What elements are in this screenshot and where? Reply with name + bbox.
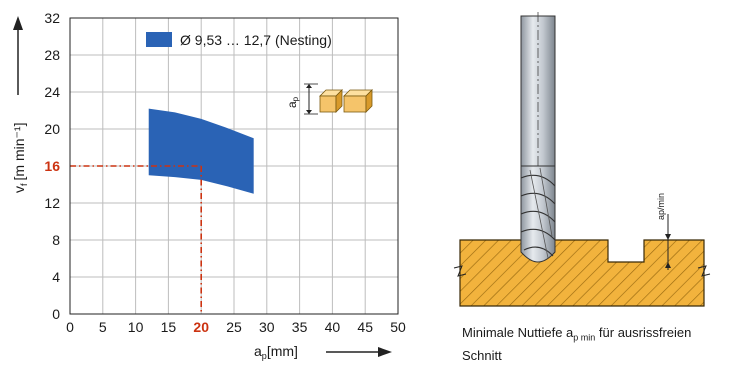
x-tick-label: 0 bbox=[66, 319, 74, 335]
legend-label: Ø 9,53 … 12,7 (Nesting) bbox=[180, 32, 332, 48]
x-tick-label: 5 bbox=[99, 319, 107, 335]
groove-diagram: ap/min bbox=[453, 12, 711, 307]
ap-min-label: ap/min bbox=[656, 193, 666, 220]
y-axis-title: vf [m min⁻¹] bbox=[11, 16, 29, 193]
y-tick-label: 28 bbox=[44, 47, 60, 63]
legend-swatch bbox=[146, 32, 172, 47]
y-axis-label-sub: f bbox=[19, 183, 29, 186]
ap-min-dimension: ap/min bbox=[656, 193, 671, 270]
caption-text: Minimale Nuttiefe a bbox=[462, 325, 574, 340]
x-tick-label: 30 bbox=[259, 319, 275, 335]
caption-sub: p min bbox=[573, 332, 596, 343]
reference-lines bbox=[70, 165, 202, 314]
router-bit bbox=[520, 12, 556, 263]
y-tick-label: 12 bbox=[44, 195, 60, 211]
caption-rest: für ausrissfreien bbox=[595, 325, 692, 340]
depth-inset-icon: ap bbox=[285, 83, 373, 115]
y-axis-unit: [m min⁻¹] bbox=[11, 123, 27, 181]
plot-frame bbox=[69, 17, 399, 315]
x-axis-unit: [mm] bbox=[267, 343, 298, 359]
y-tick-label: 0 bbox=[52, 306, 60, 322]
caption-line2: Schnitt bbox=[462, 347, 502, 363]
operating-area bbox=[148, 108, 254, 194]
svg-text:ap[mm]: ap[mm] bbox=[254, 343, 298, 361]
x-axis-label-sub: p bbox=[262, 351, 267, 361]
workpiece bbox=[459, 239, 705, 307]
break-mark-left bbox=[453, 265, 467, 277]
x-tick-label: 25 bbox=[226, 319, 242, 335]
y-tick-label: 4 bbox=[52, 269, 60, 285]
x-axis-label: a bbox=[254, 343, 262, 359]
break-mark-right bbox=[697, 265, 711, 277]
x-tick-label: 15 bbox=[161, 319, 177, 335]
x-tick-label: 20 bbox=[193, 319, 209, 335]
y-tick-labels: 0 4 8 12 16 20 24 28 32 bbox=[44, 10, 60, 322]
x-axis-title: ap[mm] bbox=[254, 343, 392, 361]
y-tick-label: 24 bbox=[44, 84, 60, 100]
x-tick-label: 35 bbox=[292, 319, 308, 335]
svg-text:vf[m min⁻¹]: vf [m min⁻¹] bbox=[11, 123, 29, 193]
feed-rate-chart: 0 5 10 15 20 25 30 35 40 45 50 0 4 8 12 16 20 24 28 32 Ø 9… bbox=[11, 10, 406, 361]
diagram-caption: Minimale Nuttiefe ap min für ausrissfrei… bbox=[462, 324, 742, 364]
y-axis-label: v bbox=[11, 186, 27, 193]
inset-ap-label: ap bbox=[285, 96, 300, 108]
x-tick-label: 50 bbox=[390, 319, 406, 335]
y-tick-label: 8 bbox=[52, 232, 60, 248]
area-layer bbox=[148, 108, 254, 194]
x-tick-label: 40 bbox=[325, 319, 341, 335]
y-tick-label: 20 bbox=[44, 121, 60, 137]
x-tick-label: 45 bbox=[357, 319, 373, 335]
y-tick-label: 16 bbox=[44, 158, 60, 174]
x-tick-label: 10 bbox=[128, 319, 144, 335]
y-tick-label: 32 bbox=[44, 10, 60, 26]
x-tick-labels: 0 5 10 15 20 25 30 35 40 45 50 bbox=[66, 319, 406, 335]
